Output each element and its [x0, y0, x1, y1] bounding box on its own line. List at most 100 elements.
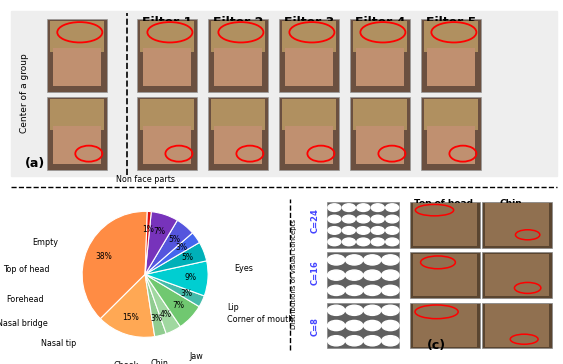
Wedge shape [145, 261, 208, 296]
Circle shape [364, 285, 381, 296]
Bar [327, 202, 399, 248]
Bar [137, 97, 197, 170]
Text: 5%: 5% [181, 253, 193, 262]
Circle shape [382, 336, 399, 346]
Bar [214, 126, 262, 164]
Text: 1%: 1% [142, 225, 154, 234]
Text: (a): (a) [25, 157, 45, 170]
Text: Filter 4: Filter 4 [355, 16, 405, 29]
Bar [424, 99, 478, 130]
Text: Forehead: Forehead [7, 295, 44, 304]
Text: 7%: 7% [153, 227, 166, 236]
Text: Empty: Empty [32, 238, 58, 248]
Text: Chin: Chin [150, 359, 168, 364]
Text: 15%: 15% [123, 313, 139, 322]
Text: Cheek: Cheek [114, 361, 139, 364]
Wedge shape [145, 212, 177, 274]
Bar [282, 21, 336, 52]
Bar [350, 19, 410, 92]
Bar [485, 304, 549, 347]
Bar [208, 97, 268, 170]
Circle shape [328, 204, 341, 211]
Bar [214, 48, 262, 86]
Circle shape [328, 227, 341, 234]
Bar [211, 21, 265, 52]
Bar [53, 48, 101, 86]
Bar [327, 303, 399, 348]
Text: 5%: 5% [168, 235, 180, 244]
Circle shape [364, 305, 381, 315]
Circle shape [382, 270, 399, 280]
Bar [485, 254, 549, 296]
Text: C=24: C=24 [311, 208, 320, 233]
Text: Eyes: Eyes [235, 264, 253, 273]
Circle shape [364, 320, 381, 331]
Circle shape [357, 204, 370, 211]
Circle shape [382, 305, 399, 315]
Bar [137, 19, 197, 92]
Wedge shape [145, 274, 166, 337]
Bar [356, 48, 404, 86]
Bar [410, 303, 480, 348]
Text: Top of head: Top of head [414, 199, 473, 208]
Circle shape [364, 270, 381, 280]
Text: C=8: C=8 [311, 317, 320, 336]
Wedge shape [82, 211, 148, 319]
Circle shape [346, 285, 363, 296]
Circle shape [386, 215, 399, 223]
Wedge shape [145, 233, 199, 274]
Bar [482, 252, 552, 298]
Text: 9%: 9% [184, 273, 196, 282]
Text: 7%: 7% [172, 301, 184, 310]
Bar [350, 97, 410, 170]
Circle shape [364, 336, 381, 346]
Bar [211, 99, 265, 130]
Circle shape [328, 255, 345, 265]
Bar [485, 203, 549, 246]
Text: Nasal bridge: Nasal bridge [0, 319, 47, 328]
Circle shape [386, 204, 399, 211]
Text: 38%: 38% [95, 252, 112, 261]
Text: Filter 1: Filter 1 [142, 16, 192, 29]
Circle shape [357, 238, 370, 246]
Text: Corner of mouth: Corner of mouth [227, 315, 293, 324]
Circle shape [371, 238, 385, 246]
Bar [53, 126, 101, 164]
Bar [282, 99, 336, 130]
Circle shape [386, 238, 399, 246]
Bar [410, 202, 480, 248]
Circle shape [382, 285, 399, 296]
Text: C=16: C=16 [311, 260, 320, 285]
Bar [140, 99, 194, 130]
Circle shape [371, 215, 385, 223]
Circle shape [371, 204, 385, 211]
Wedge shape [100, 274, 155, 337]
Bar [285, 126, 333, 164]
Circle shape [342, 227, 355, 234]
Bar [50, 99, 104, 130]
Wedge shape [145, 242, 207, 274]
Wedge shape [145, 220, 193, 274]
Circle shape [382, 320, 399, 331]
Bar [47, 97, 107, 170]
Circle shape [346, 255, 363, 265]
Bar [279, 97, 339, 170]
Circle shape [328, 320, 345, 331]
Bar [285, 48, 333, 86]
Wedge shape [145, 274, 204, 306]
Bar [482, 303, 552, 348]
Bar [410, 252, 480, 298]
Text: Filter 5: Filter 5 [426, 16, 476, 29]
Text: Center of a group: Center of a group [20, 54, 29, 134]
Text: Lip: Lip [227, 302, 239, 312]
Circle shape [346, 320, 363, 331]
Text: Nasal tip: Nasal tip [41, 339, 76, 348]
Circle shape [371, 227, 385, 234]
Text: 3%: 3% [180, 289, 192, 298]
Bar [140, 21, 194, 52]
Bar [421, 19, 481, 92]
Bar [427, 126, 475, 164]
Circle shape [328, 238, 341, 246]
Text: Distributions of visual concepts: Distributions of visual concepts [291, 219, 297, 329]
Bar [353, 21, 407, 52]
